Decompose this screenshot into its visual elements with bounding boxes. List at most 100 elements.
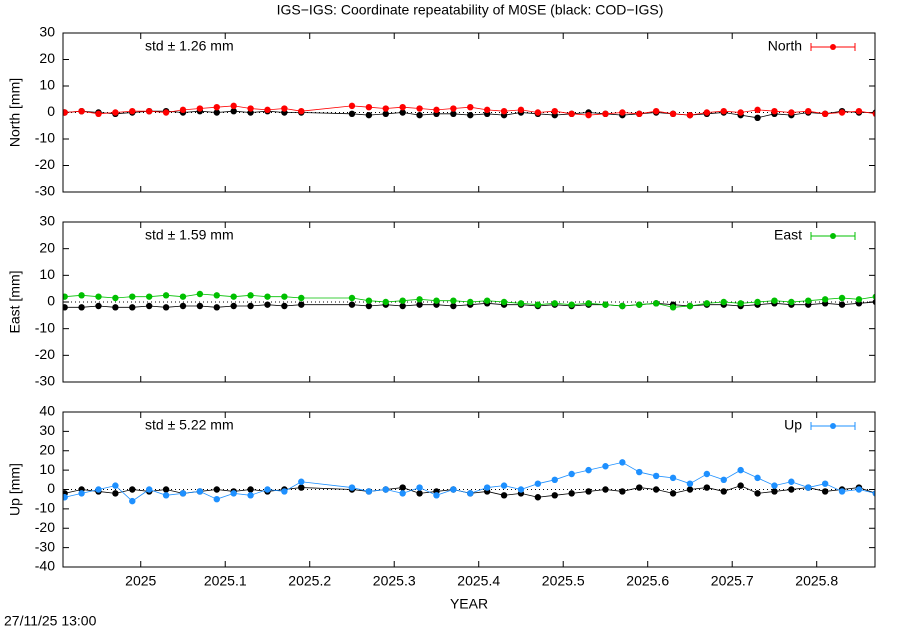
data-point <box>230 490 237 497</box>
data-point <box>568 490 575 497</box>
data-point <box>585 488 592 495</box>
data-point <box>534 480 542 487</box>
data-point <box>162 304 170 311</box>
legend-label: Up <box>784 417 802 433</box>
y-tick-label: -30 <box>35 373 55 389</box>
data-point <box>179 302 187 310</box>
data-point <box>365 111 373 119</box>
data-point <box>281 293 288 300</box>
data-point <box>78 304 85 311</box>
data-point <box>788 109 795 116</box>
data-point <box>821 110 829 118</box>
data-point <box>433 492 440 499</box>
data-point <box>298 107 305 115</box>
data-point <box>602 463 609 470</box>
data-point <box>754 298 761 306</box>
y-tick-label: -20 <box>35 346 55 362</box>
data-point <box>686 111 694 119</box>
x-tick-label: 2025.5 <box>542 573 585 589</box>
data-point <box>145 107 153 115</box>
timestamp: 27/11/25 13:00 <box>4 613 97 629</box>
y-tick-label: 30 <box>39 24 55 40</box>
y-tick-label: -30 <box>35 183 55 199</box>
data-point <box>129 107 136 115</box>
data-point <box>348 484 356 491</box>
data-point <box>179 490 187 497</box>
data-point <box>450 105 457 112</box>
y-tick-label: -20 <box>35 156 55 172</box>
data-point <box>213 109 220 116</box>
data-point <box>500 492 508 499</box>
x-tick-label: 2025 <box>125 573 156 589</box>
data-point <box>855 107 863 115</box>
data-point <box>162 109 170 116</box>
data-point <box>619 488 626 495</box>
data-point <box>821 488 829 495</box>
data-point <box>686 486 694 493</box>
data-point <box>230 302 237 310</box>
data-point <box>213 104 220 111</box>
data-point <box>754 114 761 122</box>
y-tick-label: 30 <box>39 422 55 438</box>
data-point <box>95 293 102 300</box>
data-point <box>264 106 271 114</box>
data-point <box>112 490 119 497</box>
data-point <box>399 104 406 111</box>
y-tick-label: -10 <box>35 500 55 516</box>
data-point <box>264 486 271 493</box>
data-point <box>213 292 220 299</box>
x-tick-label: 2025.1 <box>204 573 247 589</box>
data-point <box>703 470 711 478</box>
y-tick-label: 20 <box>39 441 55 457</box>
data-point <box>534 494 542 501</box>
data-point <box>95 486 102 493</box>
data-point <box>602 301 609 308</box>
data-point <box>771 297 778 304</box>
plot-area <box>63 102 875 122</box>
data-point <box>213 486 220 493</box>
data-point <box>838 294 846 302</box>
data-point <box>382 486 389 493</box>
data-point <box>602 110 609 118</box>
data-point <box>112 294 119 302</box>
data-point <box>483 484 491 491</box>
data-point <box>483 106 491 114</box>
data-point <box>433 297 440 304</box>
data-point <box>720 476 727 484</box>
data-point <box>63 304 68 311</box>
annotation: std ± 1.26 mm <box>145 38 234 54</box>
x-tick-label: 2025.4 <box>457 573 500 589</box>
data-point <box>416 484 423 491</box>
data-point <box>517 300 525 307</box>
data-point <box>416 490 423 497</box>
data-point <box>382 105 389 112</box>
data-point <box>636 301 643 308</box>
data-point <box>399 484 406 491</box>
data-point <box>619 459 626 466</box>
data-point <box>162 292 170 299</box>
data-point <box>788 478 795 485</box>
y-tick-label: 40 <box>39 403 55 419</box>
data-point <box>179 106 187 114</box>
y-tick-label: 20 <box>39 239 55 255</box>
y-axis-label: Up [mm] <box>7 463 23 516</box>
data-point <box>872 298 875 306</box>
data-point <box>500 482 508 489</box>
data-point <box>162 486 170 493</box>
data-point <box>805 484 812 491</box>
data-point <box>855 486 863 493</box>
data-point <box>247 486 254 493</box>
data-point <box>703 300 711 307</box>
data-point <box>298 478 305 485</box>
data-point <box>636 110 643 118</box>
data-point <box>534 109 542 116</box>
data-point <box>568 110 575 118</box>
data-point <box>467 490 474 497</box>
data-point <box>365 302 373 310</box>
y-tick-label: 0 <box>47 103 55 119</box>
data-point <box>196 302 204 310</box>
data-point <box>281 302 288 310</box>
data-point <box>112 109 119 116</box>
data-point <box>737 482 744 489</box>
